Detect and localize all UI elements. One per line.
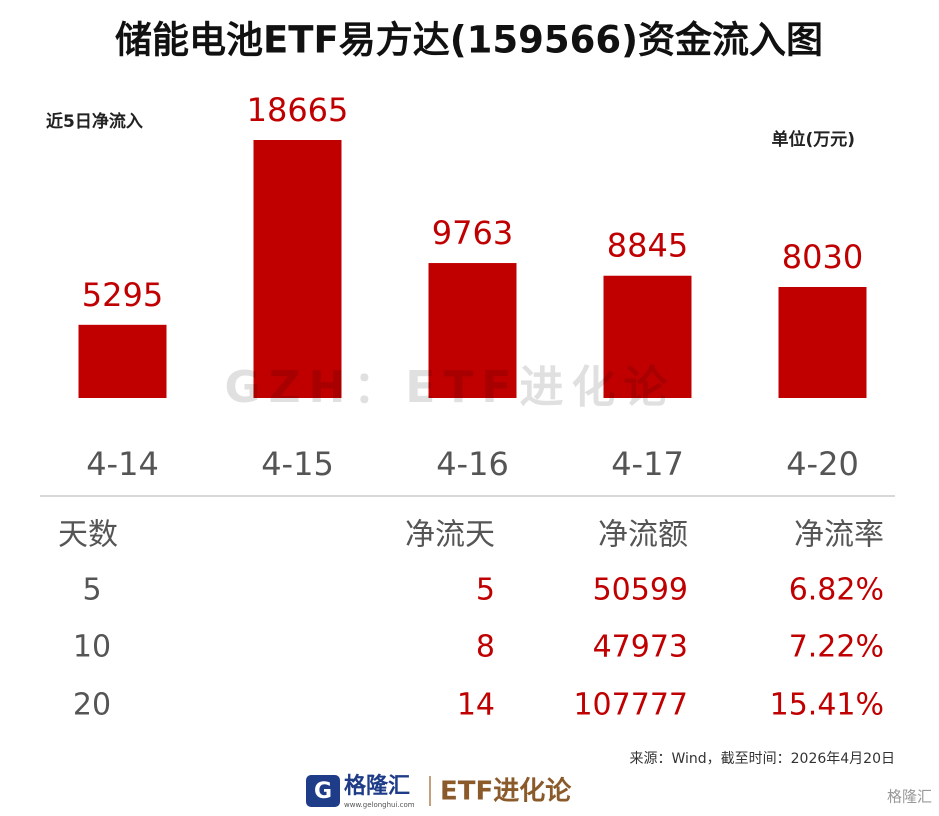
bar — [78, 324, 167, 398]
x-tick-label: 4-14 — [86, 445, 159, 483]
table-cell: 5 — [82, 573, 101, 608]
value-label: 9763 — [432, 214, 513, 252]
x-tick-label: 4-16 — [436, 445, 509, 483]
brand: ETF进化论 — [440, 777, 572, 807]
table-cell: 10 — [73, 630, 111, 665]
table-cell: 15.41% — [770, 688, 884, 723]
logo-icon — [306, 775, 340, 807]
table-header: 净流天 — [405, 518, 495, 553]
table-cell: 5 — [476, 573, 495, 608]
bar — [428, 263, 517, 398]
watermark: GZH：ETF进化论 — [225, 362, 676, 413]
x-tick-label: 4-20 — [786, 445, 859, 483]
table-cell: 20 — [73, 688, 111, 723]
bar — [778, 287, 867, 398]
table-header: 天数 — [58, 518, 118, 553]
table-cell: 47973 — [593, 630, 688, 665]
value-label: 8030 — [782, 238, 863, 276]
table-header: 净流额 — [598, 518, 688, 553]
chart-title: 储能电池ETF易方达(159566)资金流入图 — [115, 19, 823, 62]
bars: 5295 4-14 18665 4-15 9763 4-16 8845 4-17 8030 4-2… — [78, 91, 867, 483]
corner-mark: 格隆汇 — [887, 788, 932, 806]
logo-text: 格隆汇 — [344, 773, 410, 799]
bar — [603, 275, 692, 398]
x-tick-label: 4-17 — [611, 445, 684, 483]
table-cell: 14 — [457, 688, 495, 723]
value-label: 5295 — [82, 276, 163, 314]
table-header: 净流率 — [794, 518, 884, 553]
unit-label: 单位(万元) — [771, 129, 855, 150]
bar — [253, 140, 342, 398]
logo-glyph: G — [314, 779, 332, 804]
table-cell: 107777 — [573, 688, 688, 723]
table: 天数 净流天 净流额 净流率 5 5 50599 6.82% 10 8 47973 7.22% 20 14… — [58, 518, 884, 723]
value-label: 18665 — [247, 91, 349, 129]
table-cell: 50599 — [593, 573, 688, 608]
x-tick-label: 4-15 — [261, 445, 334, 483]
source: 来源：Wind，截至时间：2026年4月20日 — [629, 751, 895, 767]
table-cell: 6.82% — [789, 573, 884, 608]
logo-site: www.gelonghui.com — [344, 801, 415, 809]
chart-subtitle: 近5日净流入 — [46, 111, 143, 132]
value-label: 8845 — [607, 227, 688, 265]
table-cell: 8 — [476, 630, 495, 665]
table-cell: 7.22% — [789, 630, 884, 665]
